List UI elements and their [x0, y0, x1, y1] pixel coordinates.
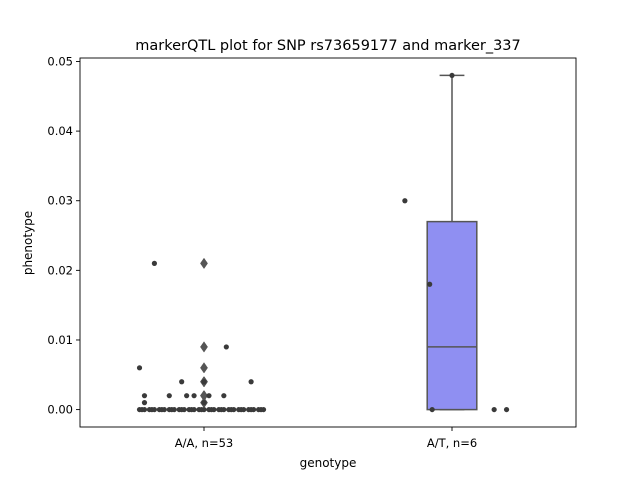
y-tick-label: 0.04 — [47, 124, 73, 138]
data-point — [218, 406, 224, 413]
data-point — [248, 379, 254, 385]
data-point — [139, 406, 145, 413]
y-tick-label: 0.05 — [47, 54, 73, 68]
data-point — [179, 406, 185, 413]
outlier-marker — [200, 341, 208, 353]
x-axis: A/A, n=53 A/T, n=6 — [175, 427, 477, 450]
data-point — [427, 281, 433, 287]
data-point — [223, 344, 229, 350]
data-point — [179, 379, 185, 385]
data-point — [141, 400, 148, 406]
data-point — [141, 393, 148, 399]
outlier-marker — [200, 257, 208, 270]
box-iqr — [426, 220, 478, 411]
y-tick-label: 0.01 — [47, 333, 73, 347]
data-point — [429, 406, 435, 413]
y-tick-label: 0.03 — [47, 194, 73, 208]
data-point — [221, 393, 227, 399]
boxes-layer — [178, 74, 478, 411]
chart-title: markerQTL plot for SNP rs73659177 and ma… — [135, 38, 521, 54]
data-point — [184, 393, 190, 399]
data-point — [248, 406, 254, 413]
x-tick-label: A/A, n=53 — [175, 436, 233, 450]
data-point — [491, 406, 497, 413]
x-tick-label: A/T, n=6 — [427, 436, 477, 450]
outlier-marker — [200, 362, 208, 374]
points-layer — [136, 72, 510, 413]
y-axis-label: phenotype — [21, 211, 35, 275]
data-point — [169, 406, 175, 413]
data-point — [198, 406, 205, 413]
data-point — [191, 393, 197, 399]
data-point — [238, 406, 244, 413]
data-point — [151, 260, 157, 266]
data-point — [206, 393, 212, 399]
data-point — [503, 406, 510, 413]
data-point — [258, 406, 264, 413]
data-point — [166, 393, 172, 399]
plot-area — [79, 57, 577, 428]
data-point — [228, 406, 234, 413]
data-point — [449, 72, 455, 79]
data-point — [159, 406, 165, 413]
data-point — [402, 198, 408, 204]
data-point — [136, 365, 143, 371]
y-tick-label: 0.02 — [47, 263, 73, 277]
data-point — [189, 406, 195, 413]
data-point — [201, 400, 207, 406]
data-point — [201, 379, 207, 385]
y-tick-label: 0.00 — [47, 403, 73, 417]
data-point — [208, 406, 215, 413]
x-axis-label: genotype — [300, 456, 357, 470]
data-point — [149, 406, 155, 413]
y-axis: 0.00 0.01 0.02 0.03 0.04 0.05 — [47, 54, 80, 417]
